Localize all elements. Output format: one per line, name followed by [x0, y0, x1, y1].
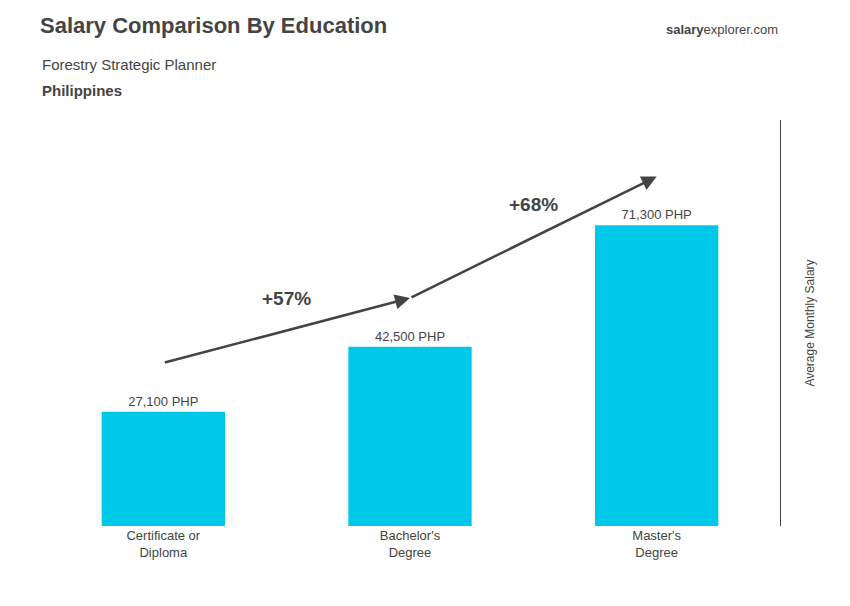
svg-text:Master'sDegree: Master'sDegree: [632, 528, 681, 560]
svg-text:71,300 PHP: 71,300 PHP: [622, 207, 692, 222]
svg-text:Philippines: Philippines: [42, 82, 122, 99]
svg-text:Salary Comparison By Education: Salary Comparison By Education: [40, 13, 387, 38]
svg-text:Average Monthly Salary: Average Monthly Salary: [803, 259, 817, 386]
svg-text:+68%: +68%: [509, 194, 558, 215]
svg-text:42,500 PHP: 42,500 PHP: [375, 329, 445, 344]
svg-text:Certificate orDiploma: Certificate orDiploma: [126, 528, 200, 560]
svg-text:Forestry Strategic Planner: Forestry Strategic Planner: [42, 56, 216, 73]
svg-text:27,100 PHP: 27,100 PHP: [128, 394, 198, 409]
svg-text:+57%: +57%: [262, 288, 311, 309]
svg-text:Bachelor'sDegree: Bachelor'sDegree: [380, 528, 441, 560]
svg-text:salaryexplorer.com: salaryexplorer.com: [666, 22, 778, 37]
